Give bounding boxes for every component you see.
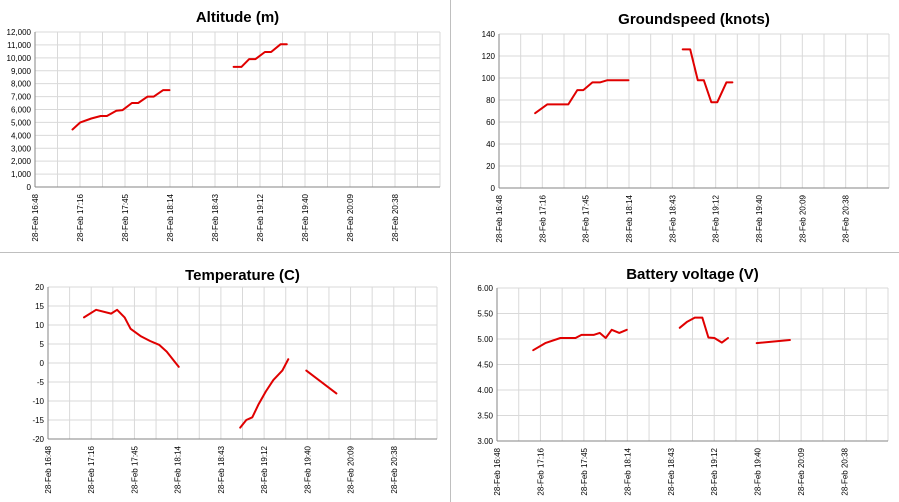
temperature-x-tick-label: 28-Feb 16:48 xyxy=(44,445,53,493)
altitude-x-tick-label: 28-Feb 20:09 xyxy=(346,193,355,241)
groundspeed-y-tick-label: 20 xyxy=(486,162,495,171)
temperature-x-tick-label: 28-Feb 17:45 xyxy=(130,445,139,493)
groundspeed-x-tick-label: 28-Feb 16:48 xyxy=(495,194,504,242)
altitude-y-tick-label: 10,000 xyxy=(7,54,32,63)
temperature-chart-title: Temperature (C) xyxy=(185,267,300,284)
battery-voltage-y-tick-label: 5.00 xyxy=(477,335,493,344)
altitude-y-tick-label: 9,000 xyxy=(11,67,32,76)
battery-voltage-y-tick-label: 5.50 xyxy=(477,310,493,319)
groundspeed-series-line xyxy=(535,80,628,113)
temperature-series-line xyxy=(84,310,179,367)
temperature-x-tick-label: 28-Feb 17:16 xyxy=(87,445,96,493)
temperature-chart: Temperature (C) -20 -15 -10 -5 0 5 10 15 20 28-Feb… xyxy=(0,253,451,502)
battery-voltage-x-tick-label: 28-Feb 19:40 xyxy=(754,447,763,495)
groundspeed-y-tick-label: 100 xyxy=(482,74,496,83)
temperature-y-tick-label: 15 xyxy=(35,302,44,311)
battery-voltage-x-tick-label: 28-Feb 17:16 xyxy=(536,447,545,495)
altitude-x-tick-label: 28-Feb 16:48 xyxy=(31,193,40,241)
groundspeed-y-tick-label: 60 xyxy=(486,118,495,127)
altitude-chart: Altitude (m) 0 1,000 2,000 3,000 4,000 5,000 6,… xyxy=(0,0,451,253)
groundspeed-y-tick-label: 40 xyxy=(486,140,495,149)
groundspeed-y-tick-label: 80 xyxy=(486,96,495,105)
altitude-y-tick-label: 6,000 xyxy=(11,106,32,115)
battery-voltage-y-tick-label: 4.50 xyxy=(477,361,493,370)
groundspeed-y-tick-label: 0 xyxy=(491,184,496,193)
altitude-y-tick-label: 5,000 xyxy=(11,118,32,127)
groundspeed-x-tick-label: 28-Feb 19:40 xyxy=(755,194,764,242)
temperature-x-tick-label: 28-Feb 18:43 xyxy=(217,445,226,493)
groundspeed-x-tick-label: 28-Feb 20:38 xyxy=(842,194,851,242)
temperature-y-tick-label: 10 xyxy=(35,321,44,330)
battery-voltage-chart-title: Battery voltage (V) xyxy=(626,266,759,283)
battery-voltage-y-tick-label: 4.00 xyxy=(477,386,493,395)
altitude-chart-panel: Altitude (m) 0 1,000 2,000 3,000 4,000 5,000 6,… xyxy=(0,0,451,253)
battery-voltage-x-tick-label: 28-Feb 18:43 xyxy=(667,447,676,495)
battery-voltage-x-tick-label: 28-Feb 19:12 xyxy=(710,447,719,495)
battery-voltage-x-tick-label: 28-Feb 18:14 xyxy=(623,447,632,495)
groundspeed-x-tick-label: 28-Feb 18:43 xyxy=(668,194,677,242)
battery-voltage-series-line xyxy=(757,340,790,343)
temperature-y-tick-label: -15 xyxy=(32,416,44,425)
altitude-y-tick-label: 2,000 xyxy=(11,157,32,166)
battery-voltage-series-line xyxy=(533,330,627,350)
temperature-x-tick-label: 28-Feb 18:14 xyxy=(174,445,183,493)
altitude-x-tick-label: 28-Feb 19:12 xyxy=(256,193,265,241)
groundspeed-chart: Groundspeed (knots) 0 20 40 60 80 100 120 140 28-… xyxy=(451,0,899,253)
temperature-x-tick-label: 28-Feb 20:38 xyxy=(390,445,399,493)
temperature-x-tick-label: 28-Feb 19:12 xyxy=(260,445,269,493)
temperature-y-tick-label: -5 xyxy=(37,378,45,387)
temperature-y-tick-label: 20 xyxy=(35,283,44,292)
groundspeed-series-line xyxy=(683,49,733,102)
altitude-y-tick-label: 0 xyxy=(27,183,32,192)
temperature-y-tick-label: -20 xyxy=(32,435,44,444)
altitude-x-tick-label: 28-Feb 20:38 xyxy=(391,193,400,241)
temperature-x-tick-label: 28-Feb 19:40 xyxy=(303,445,312,493)
altitude-x-tick-label: 28-Feb 18:43 xyxy=(211,193,220,241)
battery-voltage-y-tick-label: 3.00 xyxy=(477,437,493,446)
groundspeed-chart-title: Groundspeed (knots) xyxy=(618,11,770,28)
altitude-y-tick-label: 3,000 xyxy=(11,144,32,153)
altitude-y-tick-label: 7,000 xyxy=(11,93,32,102)
temperature-y-tick-label: 5 xyxy=(40,340,45,349)
battery-voltage-x-tick-label: 28-Feb 20:09 xyxy=(797,447,806,495)
groundspeed-x-tick-label: 28-Feb 17:45 xyxy=(582,194,591,242)
temperature-x-tick-label: 28-Feb 20:09 xyxy=(347,445,356,493)
battery-voltage-x-tick-label: 28-Feb 20:38 xyxy=(841,447,850,495)
altitude-x-tick-label: 28-Feb 17:45 xyxy=(121,193,130,241)
temperature-y-tick-label: -10 xyxy=(32,397,44,406)
battery-voltage-y-tick-label: 3.50 xyxy=(477,412,493,421)
battery-voltage-y-tick-label: 6.00 xyxy=(477,284,493,293)
altitude-y-tick-label: 1,000 xyxy=(11,170,32,179)
altitude-y-tick-label: 8,000 xyxy=(11,80,32,89)
groundspeed-chart-panel: Groundspeed (knots) 0 20 40 60 80 100 120 140 28-… xyxy=(451,0,899,253)
altitude-y-tick-label: 12,000 xyxy=(7,28,32,37)
altitude-y-tick-label: 11,000 xyxy=(7,41,31,50)
battery-voltage-chart: Battery voltage (V) 3.00 3.50 4.00 4.50 5.00 5… xyxy=(451,253,899,502)
altitude-x-tick-label: 28-Feb 17:16 xyxy=(76,193,85,241)
groundspeed-x-tick-label: 28-Feb 20:09 xyxy=(798,194,807,242)
temperature-chart-panel: Temperature (C) -20 -15 -10 -5 0 5 10 15 20 28-Feb… xyxy=(0,253,451,502)
altitude-x-tick-label: 28-Feb 18:14 xyxy=(166,193,175,241)
groundspeed-x-tick-label: 28-Feb 19:12 xyxy=(712,194,721,242)
temperature-y-tick-label: 0 xyxy=(40,359,45,368)
altitude-x-tick-label: 28-Feb 19:40 xyxy=(301,193,310,241)
groundspeed-x-tick-label: 28-Feb 18:14 xyxy=(625,194,634,242)
battery-voltage-x-tick-label: 28-Feb 17:45 xyxy=(580,447,589,495)
battery-voltage-chart-panel: Battery voltage (V) 3.00 3.50 4.00 4.50 5.00 5… xyxy=(451,253,899,502)
altitude-chart-title: Altitude (m) xyxy=(196,9,279,26)
groundspeed-y-tick-label: 120 xyxy=(482,52,496,61)
altitude-y-tick-label: 4,000 xyxy=(11,131,32,140)
groundspeed-y-tick-label: 140 xyxy=(482,30,496,39)
groundspeed-x-tick-label: 28-Feb 17:16 xyxy=(538,194,547,242)
battery-voltage-x-tick-label: 28-Feb 16:48 xyxy=(493,447,502,495)
